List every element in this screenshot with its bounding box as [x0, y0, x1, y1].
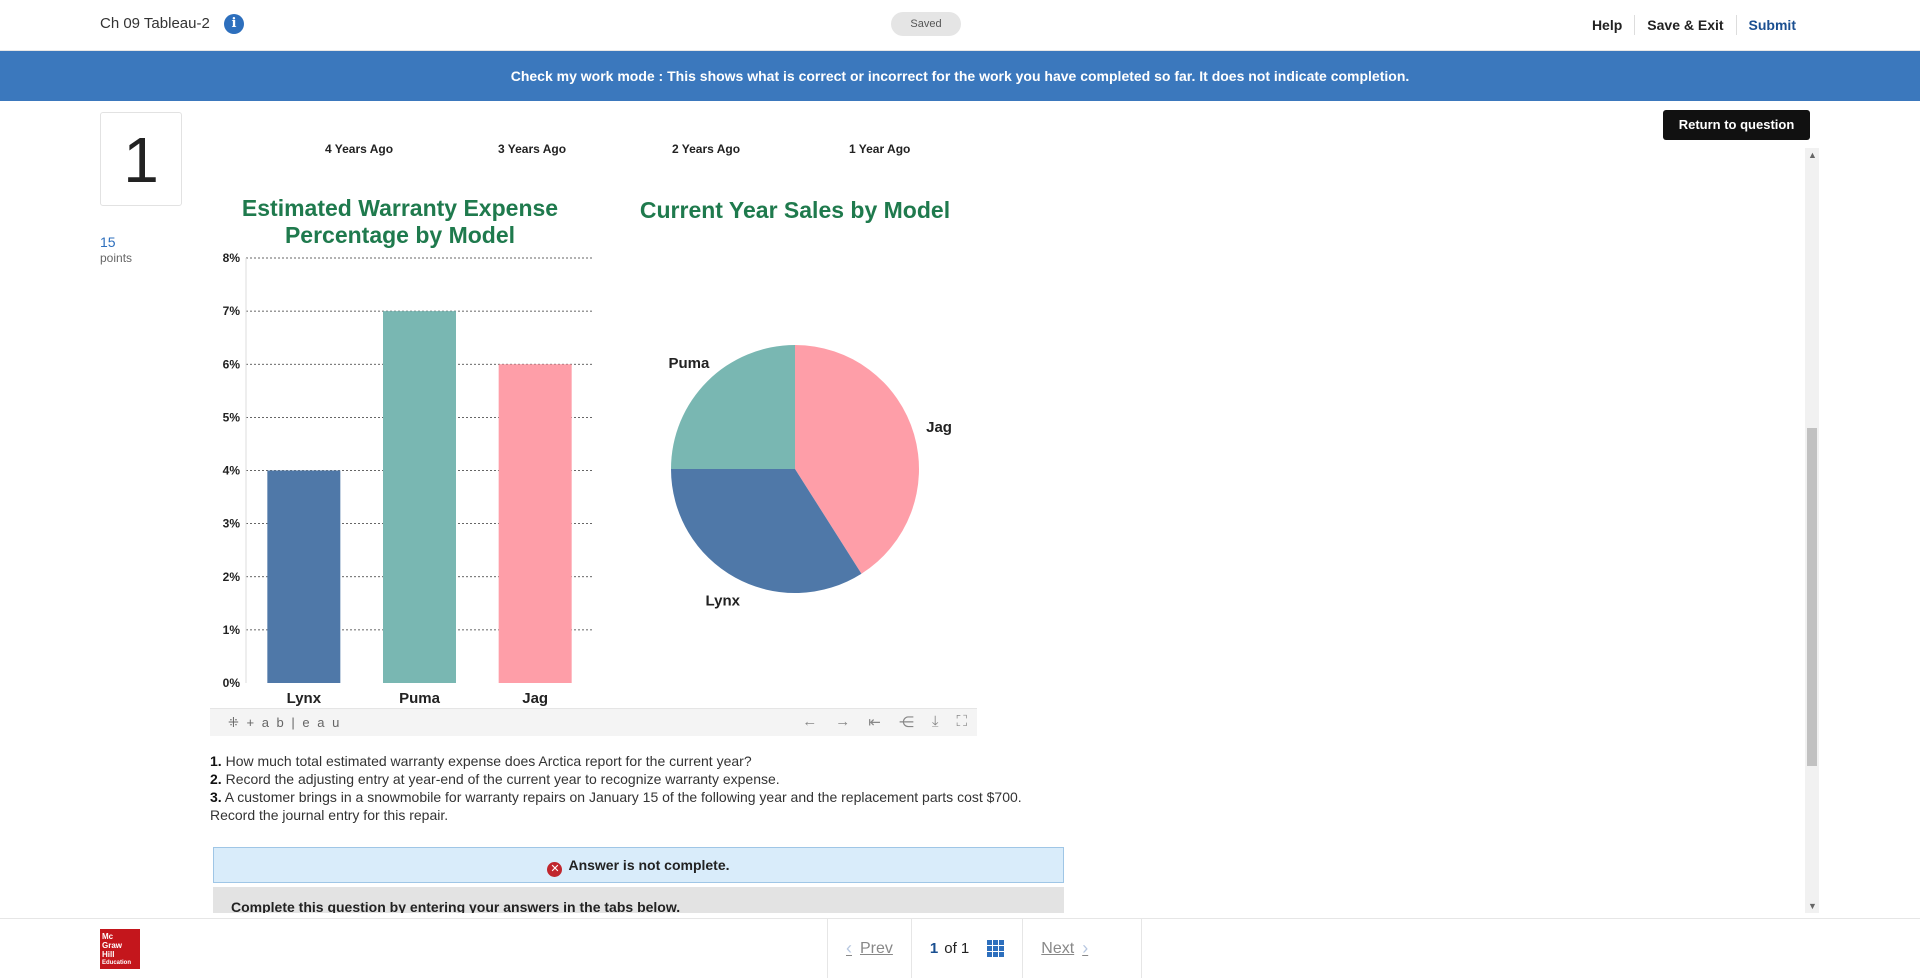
year-label: 2 Years Ago	[672, 142, 741, 156]
y-tick-label: 3%	[223, 517, 241, 531]
footer-nav: Mc Graw Hill Education ‹ Prev 1 of 1 Next…	[0, 918, 1920, 978]
share-icon[interactable]: ⋲	[898, 714, 914, 731]
assignment-title: Ch 09 Tableau-2	[100, 15, 210, 32]
scroll-up-icon[interactable]: ▲	[1808, 150, 1817, 160]
y-tick-label: 7%	[223, 304, 241, 318]
answer-status-bar: ✕ Answer is not complete.	[213, 847, 1064, 883]
y-tick-label: 5%	[223, 410, 241, 424]
chevron-right-icon: ›	[1082, 938, 1089, 958]
y-tick-label: 6%	[223, 357, 241, 371]
x-tick-label: Jag	[522, 690, 548, 707]
y-tick-label: 4%	[223, 464, 241, 478]
tableau-logo[interactable]: ⁜ + a b | e a u	[228, 715, 342, 730]
fullscreen-icon[interactable]: ⛶	[956, 713, 967, 730]
answer-status-text: Answer is not complete.	[568, 857, 730, 873]
page-indicator: 1 of 1	[910, 919, 1024, 978]
top-header: Ch 09 Tableau-2 i Saved Help Save & Exit…	[0, 0, 1920, 51]
pie-label: Jag	[926, 419, 952, 436]
sales-by-model-pie-chart: Jag Lynx Puma	[669, 345, 952, 609]
undo-icon[interactable]: ←	[802, 713, 818, 730]
return-to-question-button[interactable]: Return to question	[1663, 110, 1810, 140]
year-label: 4 Years Ago	[325, 142, 394, 156]
info-icon[interactable]: i	[224, 14, 244, 34]
grid-icon[interactable]	[987, 940, 1005, 957]
saved-status-badge: Saved	[891, 12, 961, 36]
instruction-line: 2. Record the adjusting entry at year-en…	[210, 771, 780, 787]
warranty-percentage-bar-chart: 0% 1% 2% 3% 4% 5% 6% 7% 8% Lynx Puma Jag	[223, 251, 593, 707]
bar-jag[interactable]	[498, 364, 572, 683]
year-label: 3 Years Ago	[498, 142, 567, 156]
points-label: points	[100, 251, 133, 265]
instruction-line: Record the journal entry for this repair…	[210, 807, 449, 823]
content-scrollbar[interactable]: ▲ ▼	[1805, 148, 1819, 913]
error-icon: ✕	[547, 862, 563, 877]
y-tick-label: 2%	[223, 570, 241, 584]
chevron-left-icon: ‹	[846, 938, 852, 958]
pie-slice-puma[interactable]	[671, 345, 795, 469]
question-number: 1	[100, 112, 182, 206]
bar-lynx[interactable]	[267, 470, 341, 684]
bar-puma[interactable]	[383, 311, 456, 683]
x-tick-label: Puma	[399, 690, 441, 707]
redo-icon[interactable]: →	[835, 713, 851, 730]
instruction-line: 3. A customer brings in a snowmobile for…	[210, 789, 1022, 805]
pie-chart-title: Current Year Sales by Model	[639, 197, 951, 223]
y-tick-label: 8%	[223, 251, 241, 265]
header-actions: Help Save & Exit Submit	[1580, 15, 1808, 35]
scroll-thumb[interactable]	[1807, 428, 1817, 766]
pie-label: Lynx	[706, 592, 741, 609]
points-value: 15	[100, 234, 116, 250]
pager: ‹ Prev 1 of 1 Next ›	[827, 919, 1142, 978]
download-icon[interactable]: ⤓	[931, 713, 939, 730]
next-button[interactable]: Next ›	[1041, 938, 1089, 958]
question-instructions: 1. How much total estimated warranty exp…	[210, 752, 1022, 824]
year-label: 1 Year Ago	[849, 142, 911, 156]
scroll-down-icon[interactable]: ▼	[1808, 901, 1817, 911]
divider	[1735, 15, 1737, 35]
y-tick-label: 1%	[223, 623, 241, 637]
bar-chart-title: Estimated Warranty Expense Percentage by…	[241, 195, 559, 248]
y-tick-label: 0%	[223, 676, 241, 690]
save-exit-link[interactable]: Save & Exit	[1647, 17, 1724, 33]
pie-slice-jag[interactable]	[795, 345, 919, 574]
instruction-line: 1. How much total estimated warranty exp…	[210, 753, 752, 769]
mcgraw-hill-logo: Mc Graw Hill Education	[100, 929, 140, 969]
current-page: 1	[929, 940, 939, 957]
revert-icon[interactable]: ⇤	[868, 714, 881, 731]
prev-button[interactable]: ‹ Prev	[846, 938, 893, 958]
pie-label: Puma	[669, 355, 711, 372]
pie-slice-lynx[interactable]	[671, 469, 862, 593]
divider	[1634, 15, 1636, 35]
x-tick-label: Lynx	[287, 690, 322, 707]
help-link[interactable]: Help	[1591, 17, 1623, 33]
total-pages: of 1	[944, 940, 970, 957]
check-my-work-banner: Check my work mode : This shows what is …	[0, 51, 1920, 101]
complete-instruction: Complete this question by entering your …	[213, 887, 1064, 913]
tableau-toolbar: ⁜ + a b | e a u ← → ⇤ ⋲ ⤓ ⛶	[210, 708, 977, 736]
submit-link[interactable]: Submit	[1748, 17, 1796, 33]
